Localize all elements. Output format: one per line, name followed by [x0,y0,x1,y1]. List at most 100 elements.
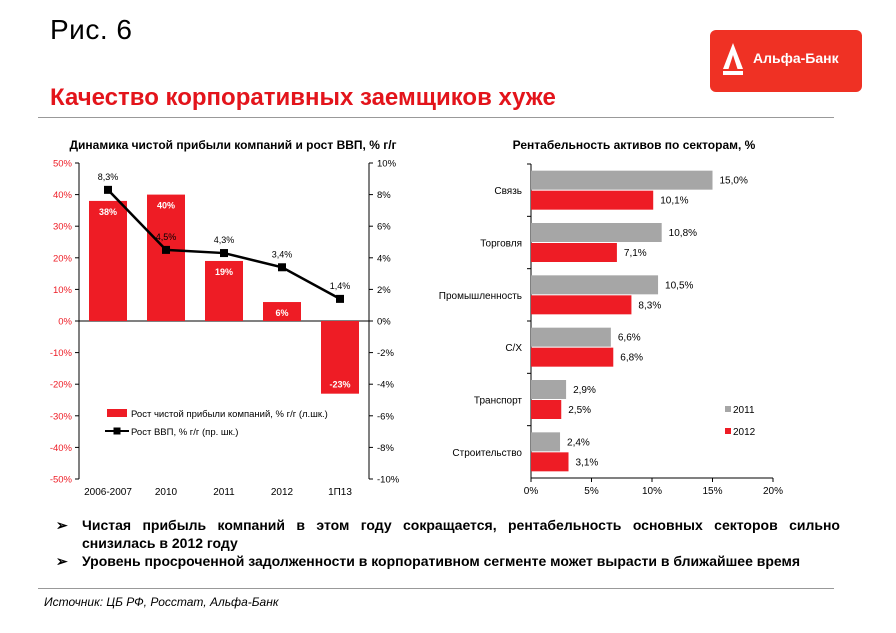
right-axis-ticks: 10% 8% 6% 4% 2% 0% -2% -4% -6% -8% -10% [369,159,400,486]
right-tick-label: -8% [377,443,394,454]
roa-value-2011: 6,6% [618,333,641,344]
roa-bar-2011 [531,327,611,347]
left-axis-ticks: 50% 40% 30% 20% 10% 0% -10% -20% -30% -40% -50% [50,159,79,486]
legend-swatch-profit [107,409,127,417]
legend-swatch-gdp-marker [113,427,121,435]
x-tick-label: 5% [584,486,599,497]
profit-bar [89,200,127,321]
profit-bar-label: 19% [215,267,233,277]
logo-text: Альфа-Банк [753,50,839,66]
gdp-point [220,249,228,258]
page-headline: Качество корпоративных заемщиков хуже [50,84,556,111]
sector-label: Торговля [480,239,522,250]
x-tick-label: 15% [702,486,722,497]
right-tick-label: -4% [377,380,394,391]
profit-bars: 38% 40% 19% 6% -23% [89,194,359,394]
roa-bar-2012 [531,190,654,210]
roa-bar-2011 [531,380,567,399]
x-category-labels: 2006-2007 2010 2011 2012 1П13 [84,487,352,498]
roa-bar-2012 [531,452,569,472]
roa-bar-2011 [531,170,713,190]
right-tick-label: 0% [377,317,391,328]
left-tick-label: -30% [50,411,73,422]
legend-label-2011: 2011 [733,405,755,416]
roa-bar-2011 [531,223,662,242]
roa-sector-chart: Рентабельность активов по секторам, % 0%… [439,138,783,497]
left-tick-label: 20% [53,253,73,264]
gdp-line: 8,3% 4,5% 4,3% 3,4% 1,4% [98,172,351,303]
bullet-item: ➢ Чистая прибыль компаний в этом году со… [56,516,840,552]
source-note: Источник: ЦБ РФ, Росстат, Альфа-Банк [44,595,279,609]
gdp-point [336,294,344,303]
legend-label-2012: 2012 [733,427,756,438]
sector-label: Строительство [452,448,522,459]
roa-value-2012: 2,5% [568,405,591,416]
bullet-item: ➢ Уровень просроченной задолженности в к… [56,552,840,570]
legend-label-gdp: Рост ВВП, % г/г (пр. шк.) [131,427,238,438]
left-chart-title: Динамика чистой прибыли компаний и рост … [69,138,396,152]
right-tick-label: -2% [377,348,394,359]
roa-value-2011: 2,4% [567,437,590,448]
roa-bar-2012 [531,347,614,367]
profit-bar [147,194,185,321]
right-legend: 2011 2012 [725,405,756,438]
sector-label: Транспорт [474,396,523,407]
alfa-logo-icon [723,43,743,75]
arrow-bullet-icon: ➢ [56,553,68,569]
roa-value-2011: 10,8% [669,228,697,239]
left-tick-label: 40% [53,190,73,201]
legend-swatch-2011 [725,406,731,412]
charts-area: Динамика чистой прибыли компаний и рост … [50,138,783,498]
left-tick-label: -20% [50,380,73,391]
bullet-list: ➢ Чистая прибыль компаний в этом году со… [56,516,840,570]
right-tick-label: 10% [377,159,397,170]
gdp-point-label: 1,4% [330,281,351,291]
sector-label: С/Х [505,343,522,354]
profit-bar [205,260,243,321]
x-category-label: 2012 [271,487,294,498]
profit-bar-label: 38% [99,207,117,217]
x-axis-ticks: 0% 5% 10% 15% 20% [524,478,783,497]
x-tick-label: 10% [642,486,662,497]
gdp-point-label: 4,5% [156,232,177,242]
roa-value-2011: 2,9% [573,385,596,396]
right-tick-label: 4% [377,253,391,264]
alfa-bank-logo: Альфа-Банк [710,30,862,92]
left-tick-label: 50% [53,159,73,170]
gdp-point [162,245,170,254]
roa-value-2012: 6,8% [620,353,643,364]
roa-value-2011: 10,5% [665,280,693,291]
x-tick-label: 20% [763,486,783,497]
right-tick-label: 8% [377,190,391,201]
roa-bar-2012 [531,400,562,419]
gdp-point-label: 4,3% [214,235,235,245]
gdp-point-label: 3,4% [272,249,293,259]
roa-value-2012: 8,3% [638,300,661,311]
right-tick-label: -6% [377,411,394,422]
sector-labels: Связь Торговля Промышленность С/Х Транспорт С… [439,163,531,459]
right-tick-label: 2% [377,285,391,296]
roa-value-2012: 10,1% [660,196,688,207]
roa-bar-2012 [531,243,617,262]
right-tick-label: -10% [377,475,400,486]
left-tick-label: 30% [53,222,73,233]
left-tick-label: -50% [50,475,73,486]
left-tick-label: 10% [53,285,73,296]
bullet-text: Уровень просроченной задолженности в кор… [82,553,801,569]
profit-bar-label: -23% [329,380,350,390]
legend-label-profit: Рост чистой прибыли компаний, % г/г (л.ш… [131,409,328,420]
gdp-point-label: 8,3% [98,172,119,182]
roa-bar-2011 [531,275,659,295]
left-legend: Рост чистой прибыли компаний, % г/г (л.ш… [105,409,328,438]
left-tick-label: 0% [58,317,72,328]
right-tick-label: 6% [377,222,391,233]
figure-label: Рис. 6 [50,14,133,45]
x-category-label: 2011 [213,487,235,498]
roa-value-2011: 15,0% [720,176,748,187]
header-divider [38,117,834,118]
profit-bar-label: 40% [157,201,175,211]
left-tick-label: -10% [50,348,73,359]
roa-value-2012: 3,1% [576,457,599,468]
arrow-bullet-icon: ➢ [56,517,68,533]
sector-label: Связь [494,186,522,197]
